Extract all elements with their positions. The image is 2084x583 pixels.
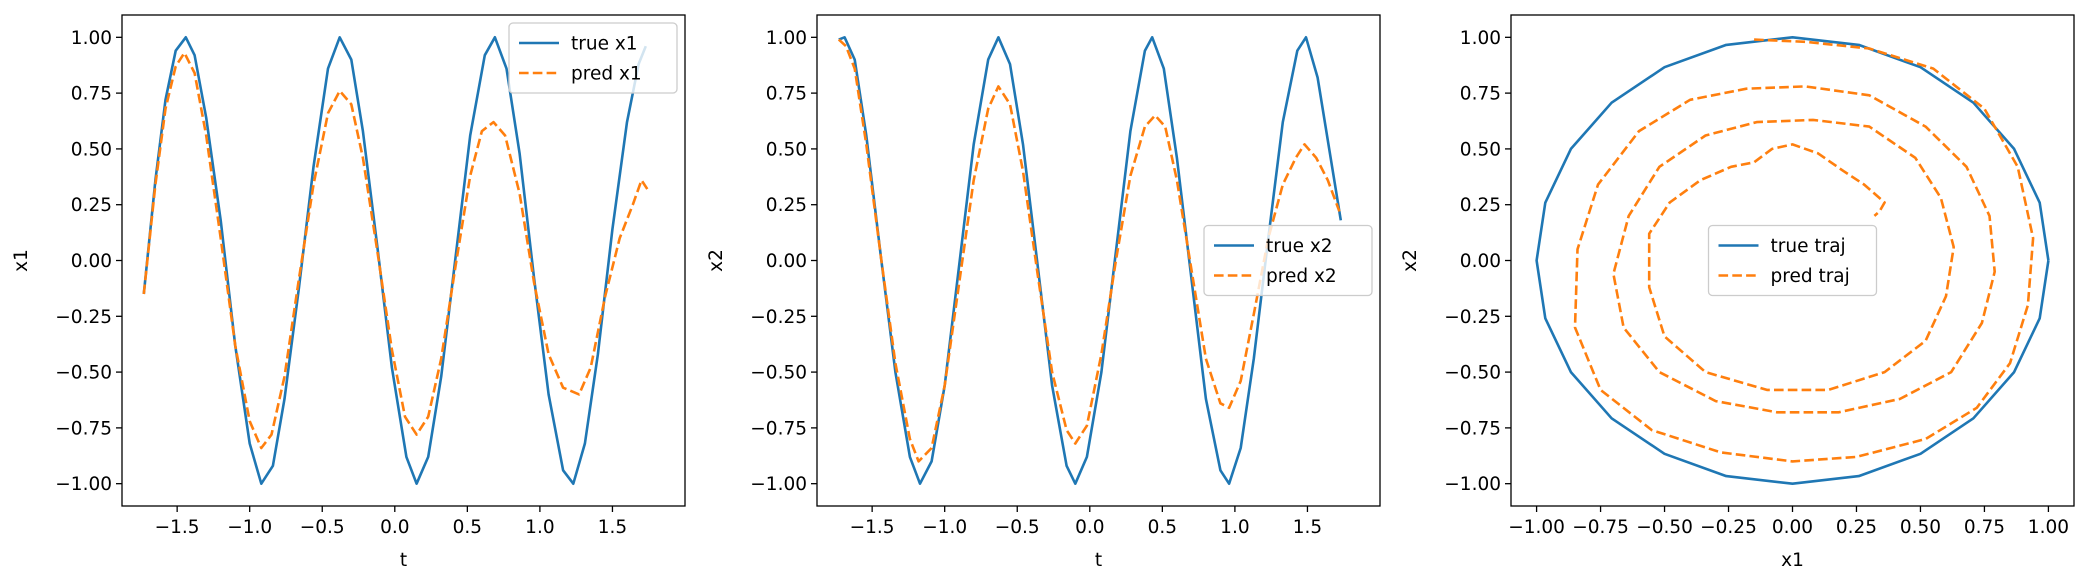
y-tick-label: 0.00 — [71, 251, 112, 272]
y-tick-label: −0.50 — [750, 363, 807, 384]
x-axis-label: x1 — [1781, 550, 1804, 571]
series-line-true — [142, 35, 648, 486]
x-tick-label: −1.5 — [850, 517, 895, 538]
x-tick-label: 0.5 — [453, 517, 482, 538]
legend-label: pred traj — [1771, 266, 1850, 287]
x-tick-label: 0.0 — [380, 517, 409, 538]
x-tick-label: −0.25 — [1700, 517, 1757, 538]
x-tick-label: 1.0 — [525, 517, 554, 538]
y-tick-label: 0.75 — [766, 84, 807, 105]
y-tick-label: 0.25 — [1460, 195, 1501, 216]
y-axis-label: x2 — [1400, 249, 1421, 272]
y-tick-label: −0.50 — [55, 363, 112, 384]
x-tick-label: 0.25 — [1836, 517, 1877, 538]
x-tick-label: −1.00 — [1508, 517, 1565, 538]
y-tick-label: −0.25 — [750, 307, 807, 328]
legend: true traj pred traj — [1707, 224, 1878, 297]
y-tick-label: −0.75 — [55, 418, 112, 439]
y-tick-label: −0.75 — [1444, 418, 1501, 439]
x-tick-label: 1.0 — [1220, 517, 1249, 538]
legend-label: true x2 — [1266, 236, 1333, 257]
legend: true x1 pred x1 — [508, 22, 678, 94]
series-line-true — [838, 35, 1343, 486]
x-tick-label: 0.75 — [1964, 517, 2005, 538]
x-tick-label: −0.50 — [1636, 517, 1693, 538]
legend-label: pred x1 — [571, 64, 642, 85]
y-tick-label: 0.50 — [1460, 139, 1501, 160]
y-tick-label: −0.25 — [55, 307, 112, 328]
y-tick-label: 0.50 — [766, 139, 807, 160]
series-line-pred — [142, 51, 649, 450]
legend: true x2 pred x2 — [1203, 224, 1373, 297]
legend-box — [1203, 224, 1373, 297]
x-tick-label: −1.5 — [155, 517, 200, 538]
x-tick-label: 0.00 — [1772, 517, 1813, 538]
legend-box — [1707, 224, 1878, 297]
x-tick-label: −1.0 — [227, 517, 272, 538]
y-tick-label: −0.25 — [1444, 307, 1501, 328]
x-tick-label: −0.5 — [300, 517, 345, 538]
x-tick-label: 1.5 — [598, 517, 627, 538]
x-tick-label: 0.0 — [1075, 517, 1104, 538]
x-tick-label: 0.5 — [1148, 517, 1177, 538]
y-tick-label: 0.75 — [71, 84, 112, 105]
series-line-true — [1535, 35, 2050, 486]
y-tick-label: −1.00 — [750, 474, 807, 495]
y-tick-label: 0.00 — [766, 251, 807, 272]
y-tick-label: −0.50 — [1444, 363, 1501, 384]
subplot-3: −1.00 −0.75 −0.50 −0.25 0.00 0.25 0.50 0.75 1.00… — [1400, 14, 2075, 571]
subplot-2: −1.5 −1.0 −0.5 0.0 0.5 1.0 1.5 −1.00 −0.75 −0.50 −… — [706, 14, 1381, 571]
y-axis-label: x2 — [706, 249, 727, 272]
x-axis-label: t — [1095, 550, 1102, 571]
legend-label: pred x2 — [1266, 266, 1337, 287]
legend-label: true x1 — [571, 34, 638, 55]
x-tick-label: −1.0 — [922, 517, 967, 538]
subplot-1: −1.5 −1.0 −0.5 0.0 0.5 1.0 1.5 −1.00 −0.75 −0.50 −… — [11, 14, 686, 571]
x-axis-label: t — [400, 550, 407, 571]
legend-box — [508, 22, 678, 94]
x-tick-label: −0.5 — [995, 517, 1040, 538]
x-tick-label: 0.50 — [1900, 517, 1941, 538]
y-tick-label: 0.50 — [71, 139, 112, 160]
y-tick-label: 0.00 — [1460, 251, 1501, 272]
y-tick-label: 1.00 — [71, 28, 112, 49]
y-tick-label: 0.75 — [1460, 84, 1501, 105]
y-tick-label: 1.00 — [766, 28, 807, 49]
x-tick-label: −0.75 — [1572, 517, 1629, 538]
x-tick-label: 1.5 — [1293, 517, 1322, 538]
y-tick-label: −1.00 — [1444, 474, 1501, 495]
x-tick-label: 1.00 — [2028, 517, 2069, 538]
series-line-pred — [1573, 38, 2035, 463]
y-tick-label: −1.00 — [55, 474, 112, 495]
y-tick-label: 0.25 — [766, 195, 807, 216]
legend-label: true traj — [1771, 236, 1846, 257]
y-tick-label: 1.00 — [1460, 28, 1501, 49]
y-tick-label: 0.25 — [71, 195, 112, 216]
y-tick-label: −0.75 — [750, 418, 807, 439]
y-axis-label: x1 — [11, 249, 32, 272]
